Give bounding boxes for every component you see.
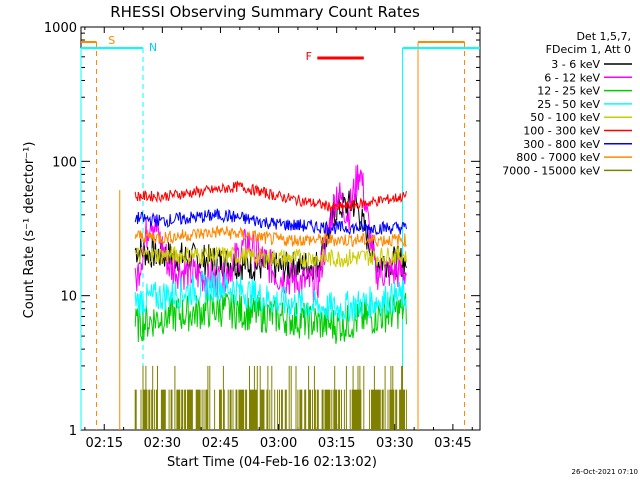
- series-line-300-800kev: [134, 208, 407, 236]
- chart-title: RHESSI Observing Summary Count Rates: [110, 3, 420, 21]
- annotation-label: N: [149, 41, 157, 54]
- legend-label: 3 - 6 keV: [551, 58, 600, 71]
- annotation-label: S: [108, 34, 115, 47]
- series-line-50-100kev: [134, 245, 407, 269]
- y-tick-label: 1: [69, 424, 77, 439]
- legend-header-detectors: Det 1,5,7,: [576, 30, 631, 43]
- legend-label: 6 - 12 keV: [544, 71, 600, 84]
- legend-label: 12 - 25 keV: [537, 85, 600, 98]
- x-tick-label: 02:45: [202, 436, 239, 451]
- legend-header-decimation: FDecim 1, Att 0: [546, 43, 631, 56]
- x-tick-label: 02:30: [144, 436, 181, 451]
- legend-label: 100 - 300 keV: [523, 125, 600, 138]
- legend-label: 50 - 100 keV: [530, 111, 600, 124]
- plot-area: 02:15 02:30 02:45 03:00 03:15 03:30 03:45 1 10 10…: [44, 21, 481, 451]
- legend-label: 25 - 50 keV: [537, 98, 600, 111]
- y-tick-label: 1000: [44, 21, 77, 36]
- series-line-100-300kev: [134, 180, 407, 212]
- series-line-800-7000kev: [134, 224, 407, 248]
- series-line-25-50kev: [134, 271, 407, 322]
- x-tick-label: 03:30: [376, 436, 413, 451]
- timestamp: 26-Oct-2021 07:10: [572, 468, 638, 476]
- axes-frame: [80, 26, 481, 431]
- x-tick-label: 02:15: [86, 436, 123, 451]
- legend-label: 800 - 7000 keV: [516, 151, 600, 164]
- legend-label: 7000 - 15000 keV: [502, 164, 600, 177]
- y-tick-label: 10: [60, 290, 77, 305]
- legend-label: 300 - 800 keV: [523, 138, 600, 151]
- x-tick-label: 03:15: [318, 436, 355, 451]
- series-line-7000-15000kev: [134, 365, 407, 430]
- annotation-label: F: [306, 50, 312, 63]
- y-tick-label: 100: [52, 155, 77, 170]
- x-axis-label: Start Time (04-Feb-16 02:13:02): [167, 455, 377, 470]
- x-tick-label: 03:45: [434, 436, 471, 451]
- y-axis-label: Count Rate (s⁻¹ detector⁻¹): [22, 142, 37, 319]
- x-tick-label: 03:00: [260, 436, 297, 451]
